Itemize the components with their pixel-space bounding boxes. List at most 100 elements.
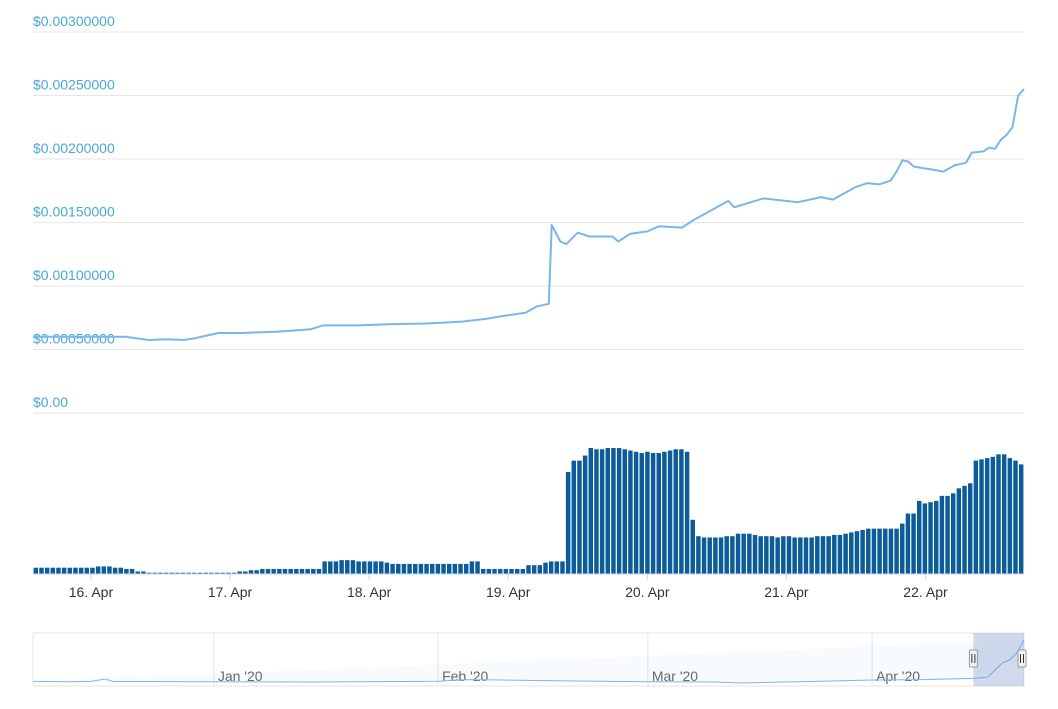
volume-bar[interactable] (599, 449, 605, 574)
volume-bar[interactable] (973, 460, 979, 574)
volume-bar[interactable] (299, 568, 305, 574)
volume-bar[interactable] (379, 561, 384, 574)
volume-bar[interactable] (56, 567, 61, 574)
volume-bar[interactable] (718, 537, 724, 574)
volume-bar[interactable] (367, 561, 373, 574)
volume-bar[interactable] (611, 448, 616, 574)
volume-bar[interactable] (424, 563, 429, 574)
navigator[interactable]: Jan '20Feb '20Mar '20Apr '20 (32, 632, 1027, 687)
volume-bar[interactable] (894, 528, 899, 574)
volume-bar[interactable] (752, 534, 758, 574)
volume-bar[interactable] (84, 567, 90, 574)
volume-bar[interactable] (101, 566, 107, 574)
volume-bar[interactable] (50, 567, 56, 574)
volume-bar[interactable] (214, 572, 220, 574)
volume-bar[interactable] (407, 563, 412, 574)
volume-bar[interactable] (458, 563, 463, 574)
volume-bar[interactable] (254, 570, 259, 574)
volume-bar[interactable] (866, 528, 871, 574)
volume-bar[interactable] (730, 536, 735, 574)
volume-bar[interactable] (486, 568, 492, 574)
volume-bar[interactable] (928, 502, 933, 574)
volume-bar[interactable] (158, 572, 163, 574)
volume-bar[interactable] (61, 567, 67, 574)
volume-bar[interactable] (900, 523, 905, 574)
volume-bar[interactable] (356, 561, 361, 574)
volume-bar[interactable] (1013, 460, 1018, 574)
volume-bar[interactable] (141, 571, 146, 574)
volume-bar[interactable] (781, 536, 786, 574)
volume-bar[interactable] (832, 534, 837, 574)
volume-bar[interactable] (582, 455, 588, 574)
volume-bar[interactable] (78, 567, 84, 574)
volume-bar[interactable] (588, 448, 594, 574)
volume-bar[interactable] (480, 568, 486, 574)
volume-bar[interactable] (435, 563, 441, 574)
volume-bar[interactable] (967, 483, 973, 574)
volume-bar[interactable] (265, 568, 271, 574)
volume-bar[interactable] (543, 562, 548, 574)
volume-bar[interactable] (996, 454, 1001, 574)
volume-bar[interactable] (741, 533, 746, 574)
volume-bar[interactable] (152, 572, 157, 574)
volume-bar[interactable] (129, 568, 135, 574)
volume-bar[interactable] (146, 572, 152, 574)
volume-bar[interactable] (345, 560, 350, 574)
volume-bar[interactable] (33, 567, 39, 574)
volume-bar[interactable] (565, 471, 571, 574)
volume-bar[interactable] (962, 485, 967, 574)
volume-bar[interactable] (531, 565, 537, 574)
volume-bar[interactable] (282, 568, 288, 574)
volume-bar[interactable] (650, 453, 656, 574)
volume-bar[interactable] (316, 568, 322, 574)
volume-bar[interactable] (520, 568, 526, 574)
volume-bar[interactable] (860, 529, 865, 574)
volume-bar[interactable] (854, 531, 860, 574)
volume-bar[interactable] (418, 563, 424, 574)
volume-bar[interactable] (169, 572, 174, 574)
volume-bar[interactable] (945, 495, 950, 574)
volume-bar[interactable] (775, 537, 780, 574)
volume-bar[interactable] (616, 448, 622, 574)
volume-bar[interactable] (362, 561, 367, 574)
volume-bar[interactable] (1007, 458, 1013, 574)
volume-bar[interactable] (294, 568, 299, 574)
volume-bar[interactable] (724, 536, 729, 574)
volume-bar[interactable] (277, 568, 282, 574)
volume-bar[interactable] (933, 500, 939, 574)
volume-bar[interactable] (446, 563, 452, 574)
volume-bar[interactable] (622, 449, 627, 574)
volume-bar[interactable] (548, 561, 554, 574)
volume-bar[interactable] (662, 451, 667, 574)
volume-bar[interactable] (747, 533, 752, 574)
volume-bar[interactable] (628, 450, 633, 574)
volume-bar[interactable] (758, 536, 763, 574)
volume-bar[interactable] (820, 536, 826, 574)
volume-bar[interactable] (888, 528, 894, 574)
volume-bar[interactable] (44, 567, 50, 574)
volume-bar[interactable] (645, 451, 650, 574)
volume-bar[interactable] (384, 562, 390, 574)
volume-bar[interactable] (990, 456, 996, 574)
volume-bar[interactable] (209, 572, 214, 574)
volume-bar[interactable] (95, 566, 101, 574)
volume-bar[interactable] (226, 572, 231, 574)
volume-bar[interactable] (594, 449, 599, 574)
volume-bar[interactable] (107, 566, 112, 574)
volume-bar[interactable] (673, 449, 678, 574)
volume-bar[interactable] (333, 561, 339, 574)
volume-bar[interactable] (803, 537, 809, 574)
volume-bar[interactable] (514, 568, 520, 574)
volume-bar[interactable] (124, 568, 129, 574)
volume-bar[interactable] (815, 536, 820, 574)
volume-bar[interactable] (826, 536, 831, 574)
volume-bar[interactable] (735, 533, 741, 574)
volume-bar[interactable] (373, 561, 378, 574)
volume-bar[interactable] (837, 534, 843, 574)
volume-bar[interactable] (809, 537, 814, 574)
volume-bar[interactable] (311, 568, 316, 574)
volume-bar[interactable] (350, 560, 356, 574)
volume-bar[interactable] (633, 451, 639, 574)
volume-bar[interactable] (175, 572, 180, 574)
volume-bar[interactable] (605, 448, 611, 574)
